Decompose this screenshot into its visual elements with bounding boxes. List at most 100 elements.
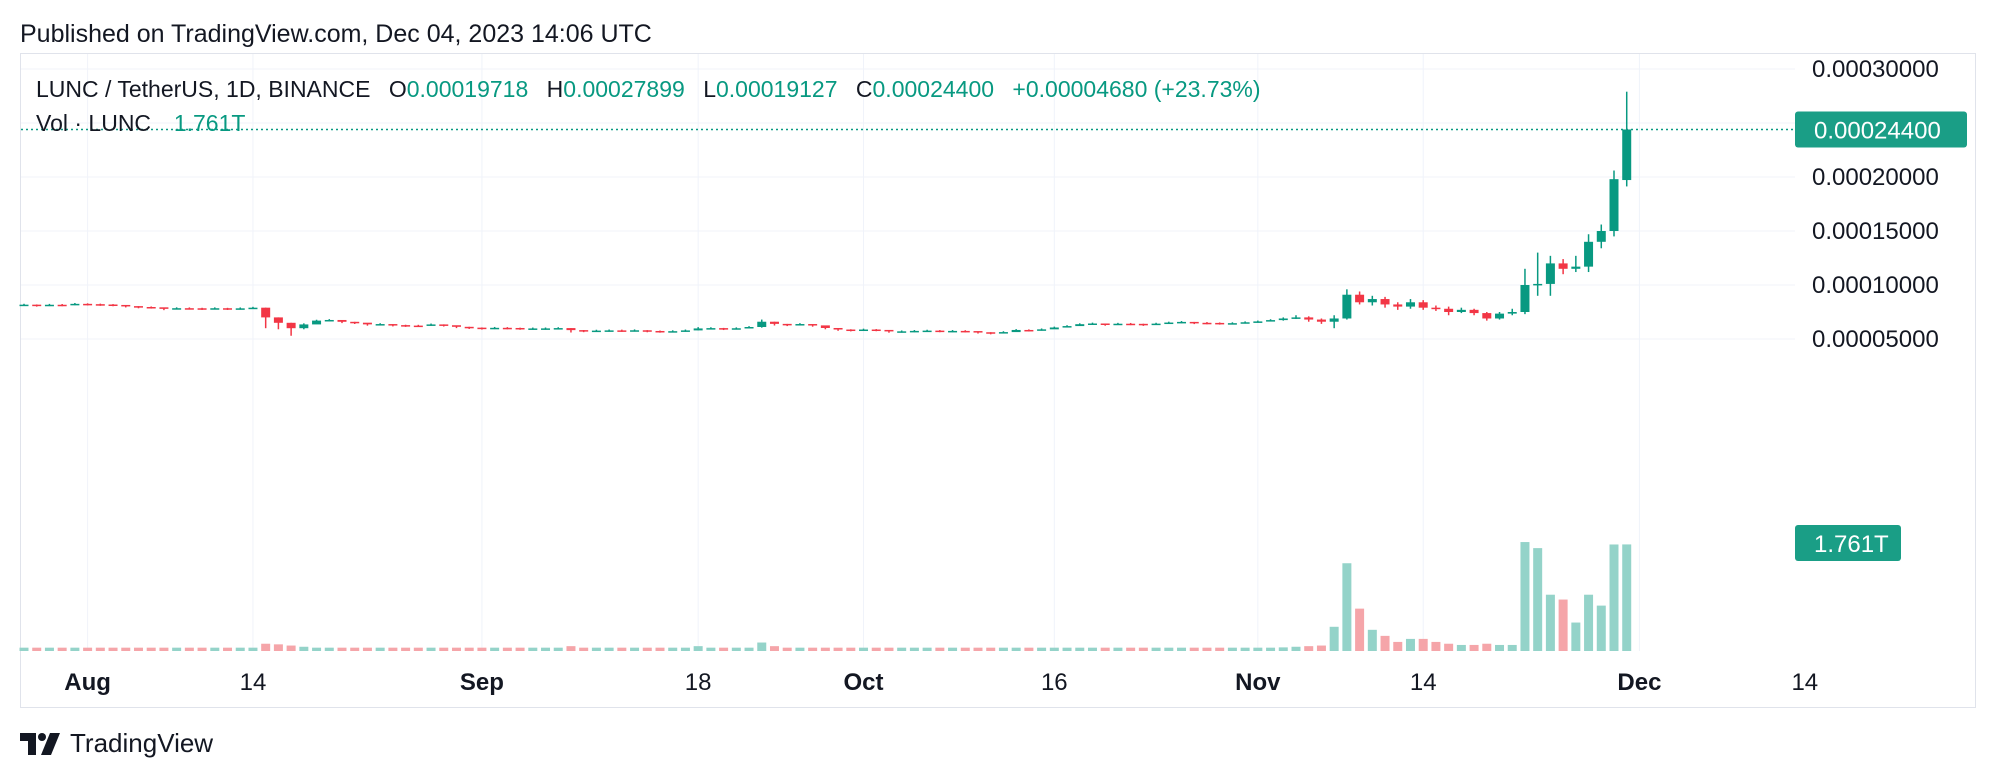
- x-tick-label: Dec: [1617, 669, 1661, 696]
- candle-body: [197, 308, 207, 310]
- candle: [388, 324, 398, 327]
- candle: [833, 327, 843, 331]
- low-key: L: [703, 76, 716, 102]
- time-axis: Aug 14 Sep 18 Oct 16 Nov 14 Dec 14: [64, 669, 1818, 696]
- candle-body: [413, 325, 423, 328]
- candle-body: [235, 308, 245, 310]
- volume-bar: [1355, 608, 1365, 651]
- candle: [922, 329, 932, 333]
- volume-bar: [1177, 647, 1187, 651]
- price-axis: 0.000300000.000250000.000200000.00015000…: [1795, 56, 1967, 561]
- volume-bar: [235, 647, 245, 651]
- volume-bar: [1113, 647, 1123, 651]
- volume-bar: [108, 647, 118, 651]
- candle-body: [146, 306, 156, 309]
- candle: [1278, 317, 1288, 321]
- candle-body: [261, 307, 271, 318]
- candle-body: [121, 304, 131, 307]
- candle: [1227, 322, 1237, 325]
- volume-bar: [1558, 599, 1568, 651]
- volume-bar: [1189, 647, 1199, 651]
- volume-bar: [401, 647, 411, 651]
- volume-bar: [451, 647, 461, 651]
- candle-body: [795, 324, 805, 326]
- candle: [502, 327, 512, 330]
- candle-body: [1113, 323, 1123, 326]
- candle: [820, 325, 830, 330]
- last-volume-badge: [1795, 525, 1901, 561]
- candle-body: [1227, 323, 1237, 325]
- candle-body: [44, 304, 54, 307]
- volume-bar: [1342, 563, 1352, 651]
- change-value: +0.00004680 (+23.73%): [1012, 76, 1261, 102]
- candle: [1342, 289, 1352, 320]
- candle: [261, 307, 271, 329]
- candle-body: [362, 322, 372, 325]
- volume-bar: [210, 647, 220, 651]
- volume-bar: [1482, 643, 1492, 651]
- candle: [731, 327, 741, 330]
- candle: [57, 303, 67, 307]
- candle: [744, 326, 754, 329]
- volume-bar: [859, 647, 869, 651]
- candle-body: [477, 327, 487, 330]
- volume-bar: [1291, 646, 1301, 651]
- price-candles: [19, 91, 1632, 336]
- volume-bar: [808, 647, 818, 651]
- volume-bar: [83, 647, 93, 651]
- volume-bar: [719, 647, 729, 651]
- candle-body: [1622, 129, 1632, 181]
- candle: [1520, 268, 1530, 315]
- candle: [1622, 91, 1632, 187]
- candle: [172, 307, 182, 310]
- volume-value: 1.761T: [173, 110, 246, 136]
- volume-bar: [184, 647, 194, 651]
- volume-bar: [566, 646, 576, 651]
- volume-bar: [70, 647, 80, 651]
- volume-bar: [935, 647, 945, 651]
- candle-body: [1037, 329, 1047, 331]
- candle-body: [1571, 266, 1581, 269]
- candle: [680, 329, 690, 332]
- volume-bar: [1418, 638, 1428, 651]
- volume-bar: [223, 647, 233, 651]
- candle: [1126, 322, 1136, 326]
- candle-body: [591, 330, 601, 333]
- candle-body: [1177, 321, 1187, 324]
- volume-bar: [922, 647, 932, 651]
- candle: [909, 330, 919, 333]
- candle-body: [719, 328, 729, 330]
- candle: [223, 307, 233, 310]
- volume-bar: [413, 647, 423, 651]
- chart-frame: [20, 53, 1976, 708]
- candle-body: [184, 308, 194, 310]
- volume-bar: [261, 643, 271, 651]
- volume-bar: [986, 647, 996, 651]
- candle-body: [32, 304, 42, 307]
- volume-bar: [909, 647, 919, 651]
- candle: [1266, 319, 1276, 322]
- candle: [1253, 320, 1263, 323]
- volume-bar: [795, 647, 805, 651]
- candle-body: [464, 326, 474, 329]
- candle: [1011, 329, 1021, 333]
- open-value: 0.00019718: [406, 76, 529, 102]
- volume-bar: [1024, 647, 1034, 651]
- candle-body: [782, 323, 792, 326]
- volume-bar: [731, 647, 741, 651]
- last-volume-label: 1.761T: [1814, 531, 1889, 558]
- candle-body: [451, 325, 461, 327]
- candle: [1380, 296, 1390, 308]
- candle-body: [324, 319, 334, 322]
- volume-bar: [1545, 594, 1555, 651]
- candle-body: [1545, 263, 1555, 284]
- volume-bar: [299, 646, 309, 651]
- volume-bar: [998, 647, 1008, 651]
- candle-body: [1062, 326, 1072, 328]
- x-tick-label: 16: [1041, 669, 1068, 696]
- candle: [146, 306, 156, 309]
- candle: [1596, 224, 1606, 249]
- candle-body: [1558, 263, 1568, 269]
- candle: [324, 319, 334, 322]
